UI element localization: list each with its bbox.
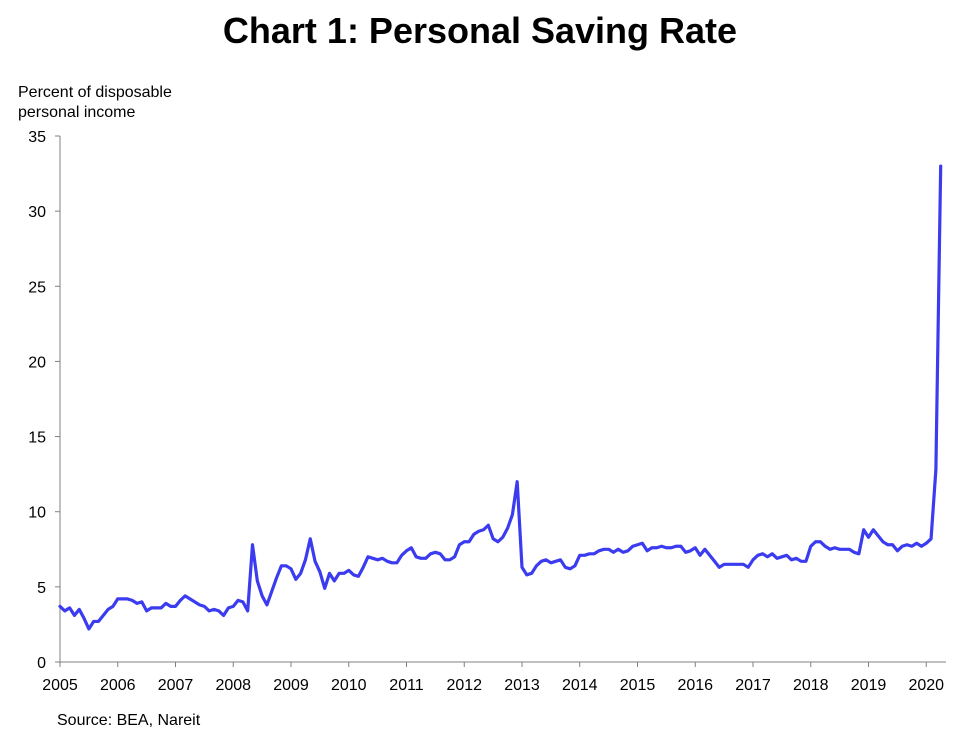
source-note: Source: BEA, Nareit <box>57 712 201 729</box>
y-tick-label: 20 <box>28 354 46 371</box>
x-tick-label: 2008 <box>215 677 251 694</box>
x-tick-label: 2013 <box>504 677 540 694</box>
x-tick-label: 2017 <box>735 677 771 694</box>
y-tick-label: 5 <box>37 580 46 597</box>
x-tick-label: 2012 <box>446 677 482 694</box>
series-line-0 <box>58 164 943 631</box>
x-tick-label: 2007 <box>158 677 194 694</box>
y-axis-label-line-1: Percent of disposable <box>18 84 172 101</box>
x-tick-label: 2009 <box>273 677 309 694</box>
chart-title: Chart 1: Personal Saving Rate <box>222 10 738 51</box>
y-tick-label: 30 <box>28 204 46 221</box>
x-tick-label: 2011 <box>389 677 424 694</box>
series-group <box>58 164 943 631</box>
x-tick-label: 2018 <box>793 677 829 694</box>
y-tick-label: 0 <box>37 655 46 672</box>
x-axis: 2005 2006 2007 2008 2009 2010 2011 2012 2013 2014… <box>42 661 946 694</box>
x-tick-label: 2006 <box>100 677 136 694</box>
x-tick-label: 2020 <box>908 677 944 694</box>
x-tick-label: 2016 <box>677 677 713 694</box>
x-tick-label: 2015 <box>620 677 656 694</box>
y-axis-label: Percent of disposable personal income <box>18 83 218 123</box>
y-axis: 0 5 10 15 20 25 30 35 <box>28 129 61 672</box>
x-tick-label: 2010 <box>331 677 367 694</box>
y-tick-label: 10 <box>28 505 46 522</box>
y-tick-label: 25 <box>28 279 46 296</box>
x-tick-label: 2019 <box>851 677 887 694</box>
y-tick-label: 35 <box>28 129 46 146</box>
x-tick-label: 2014 <box>562 677 598 694</box>
y-tick-label: 15 <box>28 430 46 447</box>
y-axis-label-line-2: personal income <box>18 104 136 121</box>
x-tick-label: 2005 <box>42 677 78 694</box>
